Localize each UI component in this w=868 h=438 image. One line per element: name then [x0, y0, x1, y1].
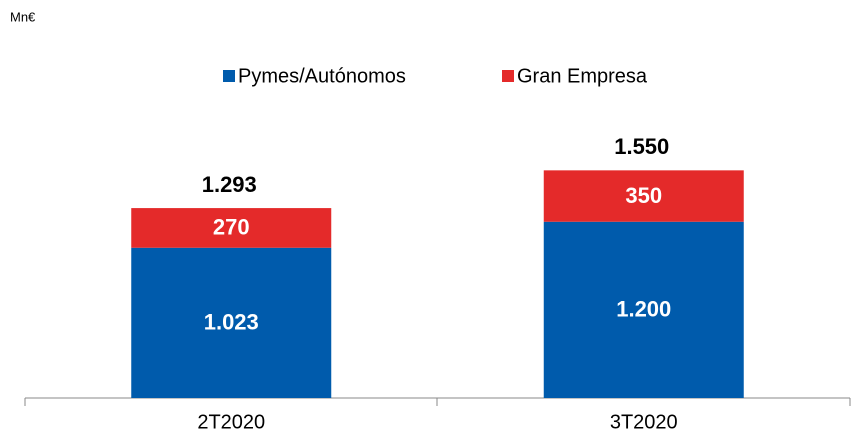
x-tick-label: 3T2020: [610, 411, 678, 433]
bar-segment: [543, 221, 744, 398]
legend-swatch: [502, 70, 514, 82]
bar-segment: [131, 247, 332, 398]
bar-segment: [543, 170, 744, 222]
legend-label: Pymes/Autónomos: [238, 65, 406, 87]
total-label: 1.550: [614, 134, 669, 159]
value-label: 270: [213, 215, 250, 240]
value-label: 350: [625, 183, 662, 208]
legend-label: Gran Empresa: [517, 65, 648, 87]
value-label: 1.200: [616, 297, 671, 322]
total-label: 1.293: [202, 172, 257, 197]
bar-segment: [131, 208, 332, 248]
unit-label: Mn€: [10, 9, 36, 24]
legend-swatch: [223, 70, 235, 82]
value-label: 1.023: [204, 310, 259, 335]
x-tick-label: 2T2020: [197, 411, 265, 433]
